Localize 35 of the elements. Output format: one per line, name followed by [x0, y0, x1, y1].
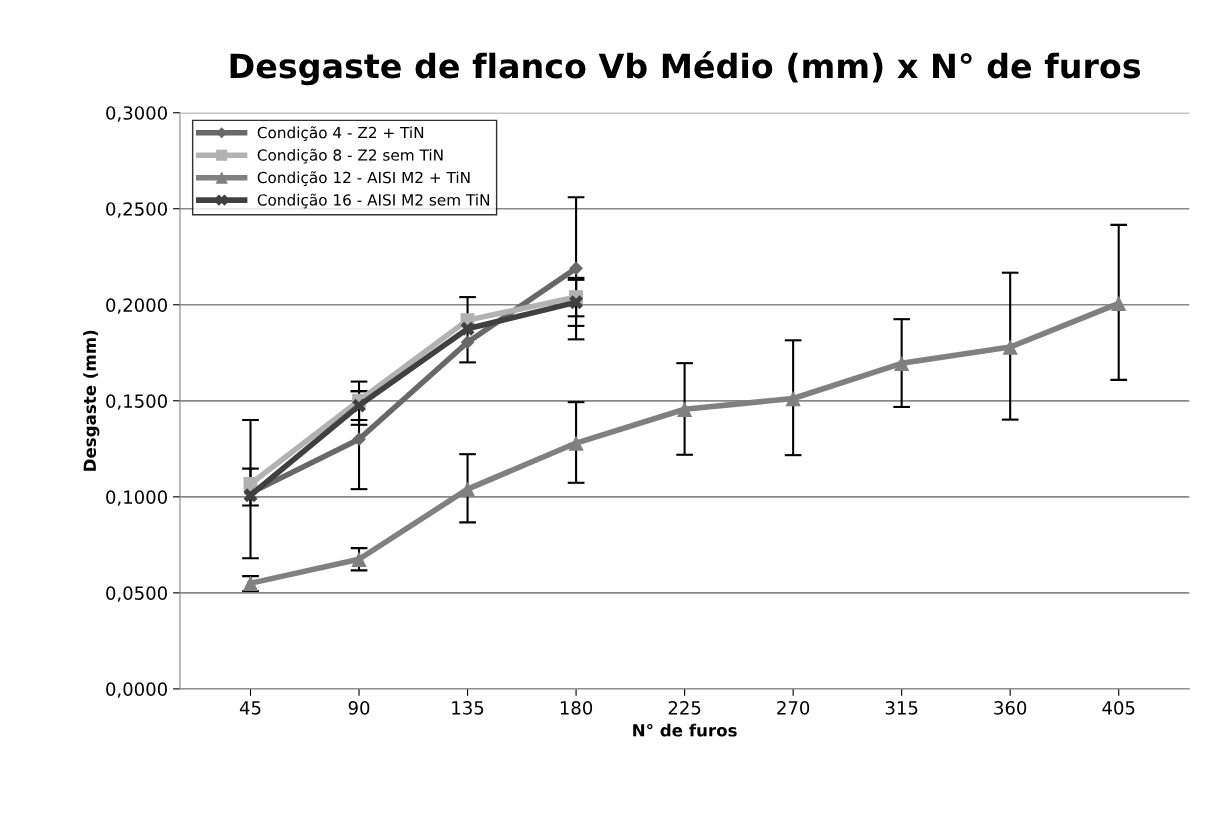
- y-axis-title: Desgaste (mm): [83, 330, 100, 471]
- y-tick-label: 0,2500: [106, 202, 167, 218]
- point: [1002, 339, 1018, 355]
- x-tick-label: 315: [885, 701, 918, 715]
- point: [460, 335, 475, 350]
- point: [676, 401, 693, 417]
- point: [1111, 295, 1127, 312]
- x-tick-label: 180: [560, 701, 593, 715]
- point: [569, 295, 584, 310]
- point: [568, 435, 584, 451]
- y-tick-label: 0,1000: [106, 490, 167, 506]
- y-tick-label: 0,3000: [106, 106, 167, 122]
- x-tick-label: 360: [994, 701, 1027, 715]
- x-tick-label: 405: [1102, 701, 1135, 715]
- y-tick-label: 0,2000: [106, 298, 167, 314]
- x-tick-label: 90: [348, 701, 370, 715]
- y-tick-label: 0,0500: [106, 586, 167, 602]
- x-tick-label: 270: [777, 701, 810, 715]
- point: [352, 432, 366, 447]
- y-tick-label: 0,0000: [106, 682, 167, 698]
- x-tick-label: 45: [239, 701, 261, 715]
- point: [351, 551, 367, 567]
- legend-label: Condição 16 - AISI M2 sem TiN: [257, 193, 489, 209]
- chart-title: Desgaste de flanco Vb Médio (mm) x N° de furos: [230, 51, 1141, 86]
- legend-label: Condição 8 - Z2 sem TiN: [257, 148, 443, 164]
- point: [460, 321, 475, 336]
- x-axis-title: N° de furos: [633, 723, 737, 737]
- point: [894, 355, 910, 371]
- point: [785, 390, 801, 407]
- y-tick-label: 0,1500: [106, 394, 167, 410]
- legend-label: Condição 4 - Z2 + TiN: [257, 126, 424, 142]
- x-tick-label: 135: [452, 701, 484, 715]
- point: [352, 398, 366, 413]
- legend-label: Condição 12 - AISI M2 + TiN: [257, 171, 470, 186]
- x-tick-label: 225: [668, 701, 701, 715]
